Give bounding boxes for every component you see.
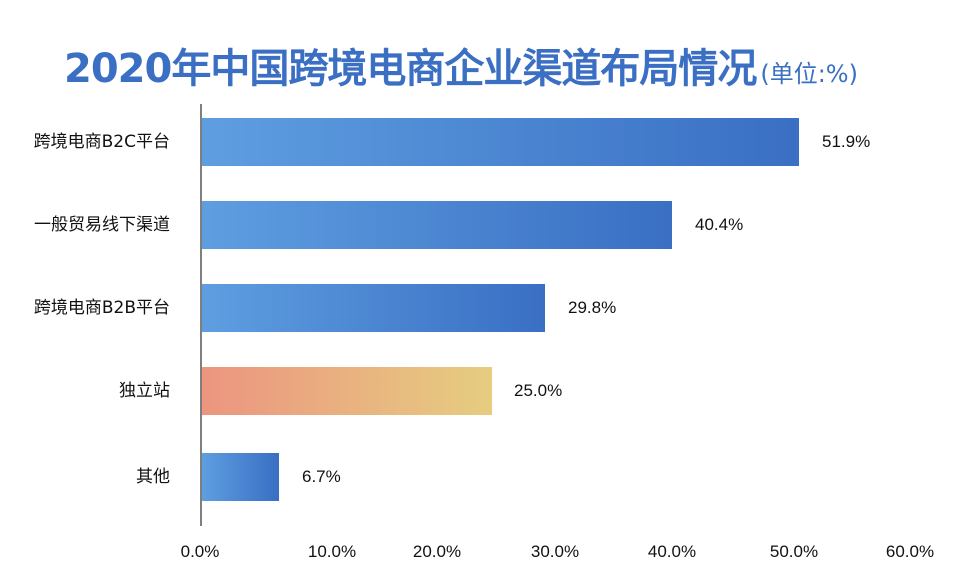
bar-offline-trade [202, 201, 672, 249]
category-label: 独立站 [119, 381, 170, 401]
x-tick-label: 50.0% [769, 542, 819, 561]
category-label: 跨境电商B2C平台 [33, 132, 170, 152]
bar-b2b-platform [202, 284, 545, 332]
chart-title-unit: (单位:%) [760, 60, 858, 88]
x-tick-label: 40.0% [647, 542, 697, 561]
category-label: 其他 [136, 467, 170, 487]
bar-other [202, 453, 279, 501]
x-tick-label: 0.0% [180, 542, 220, 561]
value-label: 29.8% [568, 298, 617, 317]
value-label: 6.7% [302, 467, 341, 486]
value-label: 25.0% [514, 381, 563, 400]
value-label: 51.9% [822, 132, 871, 151]
y-axis-line [200, 104, 202, 526]
chart-title-main: 2020年中国跨境电商企业渠道布局情况 [64, 46, 757, 92]
x-tick-label: 20.0% [412, 542, 462, 561]
bar-independent-site [202, 367, 492, 415]
category-label: 一般贸易线下渠道 [34, 215, 170, 235]
chart-title: 2020年中国跨境电商企业渠道布局情况 (单位:%) [64, 36, 858, 94]
category-label: 跨境电商B2B平台 [33, 298, 170, 318]
bar-b2c-platform [202, 118, 799, 166]
x-tick-label: 60.0% [885, 542, 935, 561]
x-tick-label: 30.0% [530, 542, 580, 561]
value-label: 40.4% [695, 215, 744, 234]
x-tick-label: 10.0% [307, 542, 357, 561]
